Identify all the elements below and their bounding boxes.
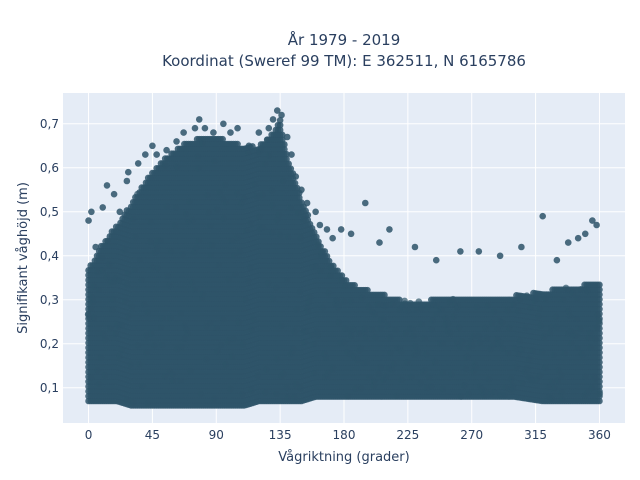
- scatter-points: [84, 107, 604, 409]
- scatter-point: [281, 141, 288, 148]
